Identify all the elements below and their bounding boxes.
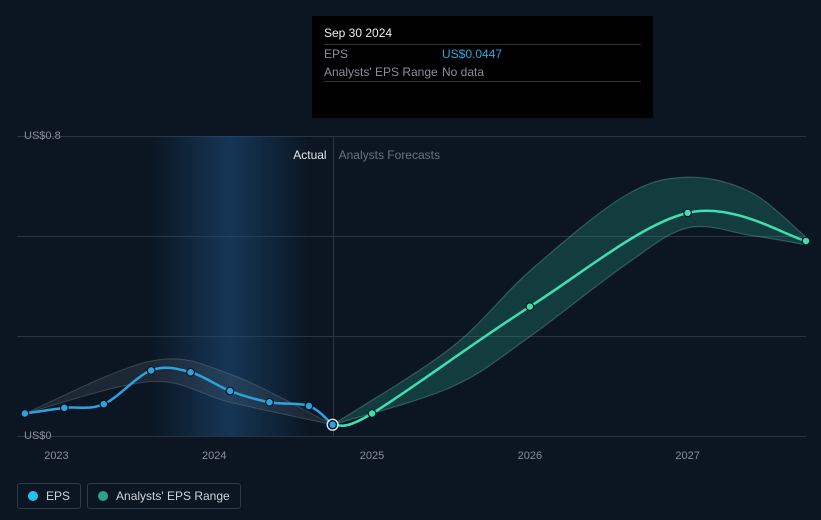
legend: EPS Analysts' EPS Range [17,483,241,509]
legend-item-label: EPS [46,489,70,503]
tooltip-row: EPS US$0.0447 [324,45,641,63]
tooltip-row-value: No data [442,65,484,79]
tooltip-row-value: US$0.0447 [442,47,502,61]
tooltip-date: Sep 30 2024 [324,26,641,40]
legend-swatch-icon [98,491,108,501]
legend-item-label: Analysts' EPS Range [116,489,230,503]
tooltip-row-label: Analysts' EPS Range [324,65,442,79]
tooltip-row: Analysts' EPS Range No data [324,63,641,81]
legend-item-range[interactable]: Analysts' EPS Range [87,483,241,509]
chart-tooltip: Sep 30 2024 EPS US$0.0447 Analysts' EPS … [312,16,653,118]
tooltip-row-label: EPS [324,47,442,61]
legend-item-eps[interactable]: EPS [17,483,81,509]
legend-swatch-icon [28,491,38,501]
